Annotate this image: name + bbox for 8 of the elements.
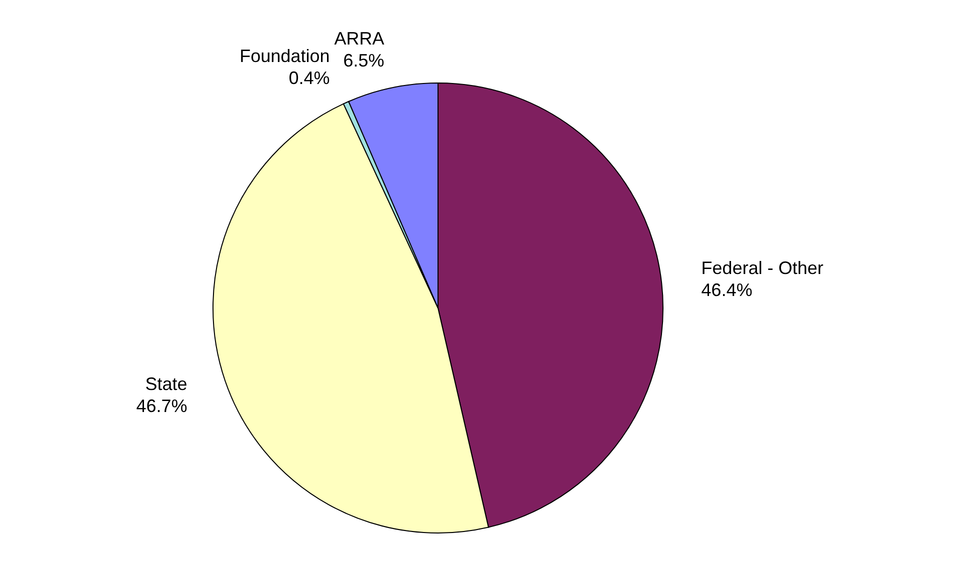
slice-label: State bbox=[145, 374, 188, 394]
data-label: 6.5% bbox=[343, 50, 384, 71]
slice-label: ARRA bbox=[334, 28, 384, 49]
slice-label: Federal - Other bbox=[701, 258, 824, 278]
data-label: 46.4% bbox=[701, 280, 752, 300]
data-label: 0.4% bbox=[288, 68, 330, 88]
data-label: 46.7% bbox=[136, 396, 188, 416]
slice-label: Foundation bbox=[240, 46, 330, 66]
